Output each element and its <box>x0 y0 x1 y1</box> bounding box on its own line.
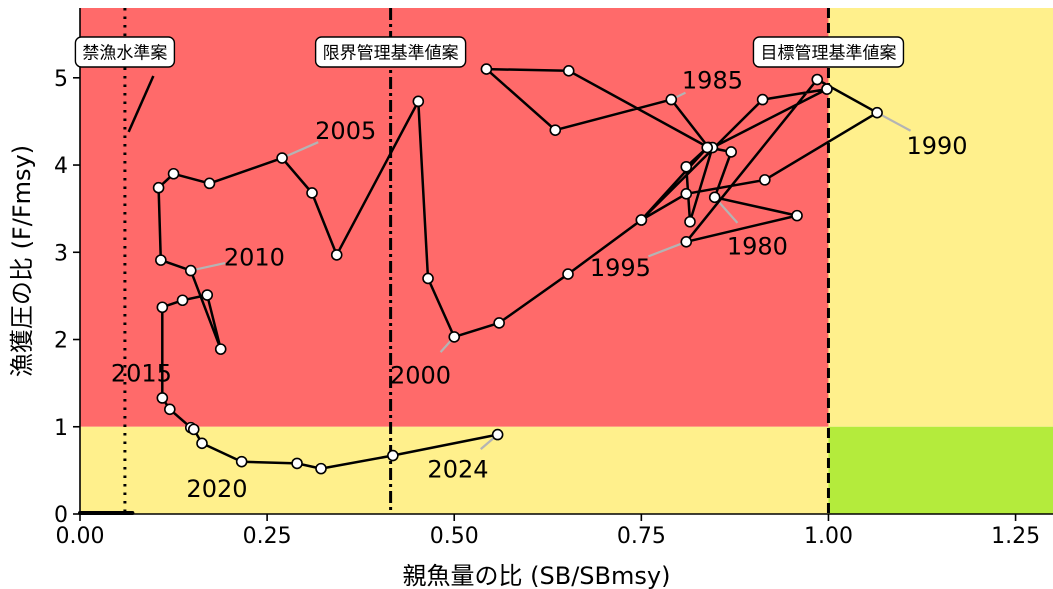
year-label-2020: 2020 <box>186 475 247 503</box>
year-labels: 1980 1985 1990 1995 2000 2005 2010 2015 2020 2024 <box>111 67 968 503</box>
year-label-1985: 1985 <box>682 67 743 95</box>
year-label-1980: 1980 <box>727 232 788 260</box>
green-zone <box>828 426 1053 514</box>
data-point <box>493 317 505 329</box>
data-point <box>196 437 208 450</box>
y-tick-label: 1 <box>54 416 68 441</box>
stray-segment <box>127 75 155 133</box>
data-point <box>491 428 504 441</box>
y-tick-label: 3 <box>54 241 68 266</box>
data-point <box>155 254 167 266</box>
status-zones <box>80 8 1053 514</box>
y-tick-label: 4 <box>54 154 68 179</box>
data-point <box>203 177 216 190</box>
x-tick-label: 0.00 <box>56 524 105 549</box>
y-tick-label: 0 <box>54 503 68 528</box>
x-axis-title: 親魚量の比 (SB/SBmsy) <box>403 562 671 589</box>
data-point <box>562 65 575 77</box>
data-point <box>315 462 327 475</box>
leader-2010 <box>190 261 226 272</box>
data-point <box>164 403 176 416</box>
data-point <box>422 272 434 285</box>
target-line-label-box <box>752 36 905 68</box>
data-point <box>387 449 399 462</box>
data-point <box>152 181 165 194</box>
year-label-1995: 1995 <box>590 254 651 282</box>
data-point <box>684 215 696 228</box>
data-point <box>665 93 678 106</box>
year-label-1990: 1990 <box>906 132 967 160</box>
data-point <box>201 289 214 301</box>
year-label-2005: 2005 <box>315 117 376 145</box>
leader-1995 <box>647 240 687 258</box>
data-point <box>871 106 883 119</box>
x-tick-label: 1.25 <box>991 524 1040 549</box>
ban-line-label-box <box>74 36 176 68</box>
data-point <box>412 95 425 108</box>
data-point <box>448 331 461 343</box>
ban-line-label: 禁漁水準案 <box>82 44 167 64</box>
data-point <box>330 249 343 261</box>
data-point <box>708 191 721 204</box>
trajectory-markers <box>152 63 883 475</box>
target-line-label: 目標管理基準値案 <box>760 44 896 64</box>
data-point <box>811 73 824 86</box>
data-point <box>821 83 833 95</box>
data-point <box>562 268 574 280</box>
reference-labels: 禁漁水準案 限界管理基準値案 目標管理基準値案 <box>74 36 905 68</box>
x-tick-label: 0.25 <box>243 524 292 549</box>
leader-1990 <box>876 111 912 132</box>
data-point <box>187 423 200 436</box>
y-axis-title: 漁獲圧の比 (F/Fmsy) <box>8 145 36 377</box>
data-point <box>184 264 197 277</box>
data-point <box>725 146 737 158</box>
year-label-2000: 2000 <box>390 361 451 389</box>
data-point <box>156 392 169 404</box>
data-point <box>680 188 693 200</box>
data-point <box>759 174 771 186</box>
limit-line-label: 限界管理基準値案 <box>323 44 459 64</box>
x-tick-label: 0.75 <box>617 524 666 549</box>
axes: 0.00 0.25 0.50 0.75 1.00 1.25 0 1 2 3 4 5 <box>54 8 1053 549</box>
data-point <box>235 455 248 468</box>
data-point <box>680 160 693 173</box>
data-point <box>635 214 648 226</box>
data-point <box>701 141 714 154</box>
data-point <box>276 152 288 164</box>
data-point <box>214 343 227 355</box>
data-point <box>306 187 318 199</box>
year-label-2015: 2015 <box>111 360 172 388</box>
data-point <box>549 124 562 136</box>
x-tick-label: 0.50 <box>430 524 479 549</box>
red-zone <box>80 8 829 427</box>
year-label-2024: 2024 <box>427 456 488 484</box>
y-tick-label: 2 <box>54 329 68 354</box>
y-tick-label: 5 <box>54 67 68 92</box>
data-point <box>176 294 189 307</box>
leader-2005 <box>281 141 319 160</box>
year-label-2010: 2010 <box>224 244 285 272</box>
data-point <box>156 301 169 314</box>
x-tick-label: 1.00 <box>804 524 853 549</box>
data-point <box>791 209 803 222</box>
data-point <box>480 63 493 75</box>
data-point <box>680 236 693 248</box>
data-point <box>756 93 769 106</box>
data-point <box>291 457 303 470</box>
yellow-zone-high <box>828 8 1053 427</box>
limit-line-label-box <box>314 36 467 68</box>
data-point <box>167 167 180 180</box>
